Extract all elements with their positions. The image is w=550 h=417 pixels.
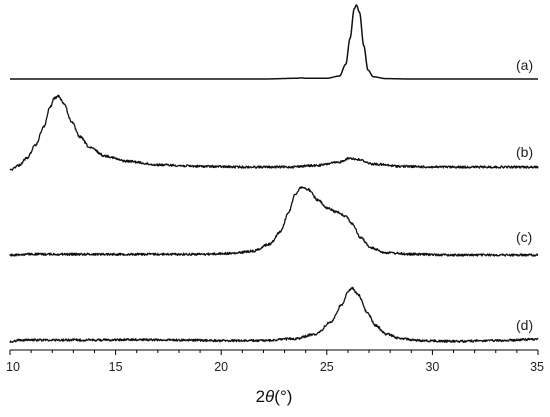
series-line-3 [9,186,539,257]
x-tick-label: 15 [109,360,123,374]
series-label-4: (d) [516,317,533,333]
x-tick-label: 20 [214,360,228,374]
series-label-layer: (a) (b) (c) (d) [516,57,533,333]
x-tick-label: 30 [425,360,439,374]
series-label-1: (a) [516,57,533,73]
series-label-2: (b) [516,144,533,160]
x-axis-title: 2θ(°) [256,387,293,406]
x-tick-label: 10 [6,360,20,374]
x-axis-ticks: 10 15 20 25 30 35 [6,350,544,374]
series-line-1 [9,4,539,80]
series-line-2 [9,94,539,171]
series-label-3: (c) [516,229,532,245]
x-tick-label: 35 [530,360,544,374]
series-line-4 [9,286,539,344]
x-axis-title-prefix: 2 [256,387,265,406]
x-tick-label: 25 [320,360,334,374]
trace-layer [9,4,539,344]
x-axis-title-symbol: θ [265,387,275,406]
x-axis-title-unit: (°) [274,387,292,406]
